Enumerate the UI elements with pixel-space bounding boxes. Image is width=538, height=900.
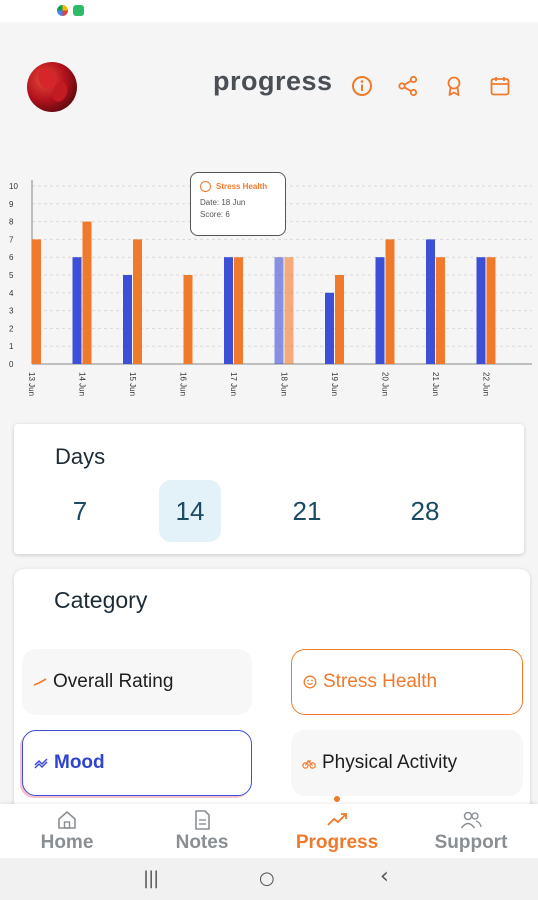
bar-orange (32, 239, 41, 364)
category-mood[interactable]: Mood (22, 730, 252, 796)
category-physical-activity[interactable]: Physical Activity (291, 730, 523, 796)
nav-label: Support (434, 832, 508, 853)
category-label: Physical Activity (322, 752, 458, 773)
category-label: Overall Rating (53, 671, 174, 692)
y-tick-label: 4 (9, 289, 14, 298)
x-tick-label: 21 Jun (431, 372, 440, 396)
app-screen: progress 0 1 2 3 4 5 6 7 8 9 10 13 Jun 14 Jun 15 Jun 1… (0, 22, 538, 804)
bar-orange (284, 257, 294, 364)
x-tick-label: 18 Jun (280, 372, 289, 396)
home-icon (58, 811, 76, 829)
people-icon (460, 811, 482, 829)
calendar-icon[interactable] (489, 75, 511, 97)
x-tick-label: 15 Jun (128, 372, 137, 396)
category-overall-rating[interactable]: Overall Rating (22, 649, 252, 715)
y-tick-label: 3 (9, 307, 14, 316)
trending-icon (327, 813, 347, 826)
system-nav-bar: ||| ○ ‹ (0, 858, 538, 900)
nav-progress[interactable]: Progress (270, 810, 404, 854)
x-tick-label: 16 Jun (179, 372, 188, 396)
bar-orange (436, 257, 445, 364)
info-icon[interactable] (351, 75, 373, 97)
bar-orange (486, 257, 496, 364)
progress-chart: 0 1 2 3 4 5 6 7 8 9 10 13 Jun 14 Jun 15 Jun 16 Jun 17 J… (0, 150, 538, 400)
category-stress-health[interactable]: Stress Health (291, 649, 523, 715)
nav-label: Progress (295, 832, 379, 853)
bar-blue (274, 257, 284, 364)
chart-tooltip: Stress Health Date: 18 Jun Score: 6 (190, 172, 286, 236)
tooltip-date: Date: 18 Jun (200, 198, 246, 207)
y-tick-label: 8 (9, 218, 14, 227)
nav-label: Notes (175, 832, 229, 853)
y-tick-label: 0 (9, 360, 14, 369)
x-tick-label: 13 Jun (27, 372, 36, 396)
status-bar (0, 0, 538, 22)
rating-icon (33, 678, 47, 686)
bar-orange (385, 239, 395, 364)
bar-orange (234, 257, 243, 364)
bar-orange (335, 275, 344, 364)
day-option-7[interactable]: 7 (72, 496, 88, 526)
bar-orange (82, 221, 92, 364)
bar-blue (123, 275, 132, 364)
x-tick-label: 20 Jun (381, 372, 390, 396)
bar-blue (426, 239, 435, 364)
day-option-28[interactable]: 28 (410, 496, 440, 526)
active-indicator (334, 796, 340, 802)
bar-orange (183, 275, 193, 364)
avatar[interactable] (27, 62, 77, 112)
x-tick-label: 17 Jun (229, 372, 238, 396)
bottom-nav: Home Notes Progress Support (0, 804, 538, 858)
nav-notes[interactable]: Notes (135, 810, 269, 854)
bar-blue (476, 257, 486, 364)
days-title: Days (55, 444, 106, 469)
system-back-button[interactable]: ‹ (380, 864, 389, 889)
category-title: Category (54, 587, 148, 613)
smile-icon (303, 675, 317, 689)
day-option-21[interactable]: 21 (292, 496, 322, 526)
y-tick-label: 1 (9, 342, 14, 351)
nav-label: Home (40, 832, 94, 853)
bike-icon (302, 760, 316, 769)
category-label: Stress Health (323, 671, 438, 692)
bar-blue (375, 257, 385, 364)
y-tick-label: 6 (9, 253, 14, 262)
chart-svg: 0 1 2 3 4 5 6 7 8 9 10 13 Jun 14 Jun 15 Jun 16 Jun 17 J… (9, 180, 532, 396)
y-tick-label: 10 (9, 182, 18, 191)
category-card: Category Overall Rating Stress Health Mo… (14, 569, 530, 804)
bar-blue (325, 292, 334, 364)
x-tick-label: 19 Jun (330, 372, 339, 396)
bar-blue (72, 257, 82, 364)
smile-icon (200, 181, 211, 192)
y-tick-label: 2 (9, 324, 14, 333)
nav-home[interactable]: Home (0, 810, 134, 854)
notification-icon (57, 5, 68, 16)
app-notification-icon (73, 5, 84, 16)
tooltip-score: Score: 6 (200, 210, 230, 219)
y-tick-label: 9 (9, 200, 14, 209)
category-label: Mood (54, 752, 105, 773)
tooltip-title: Stress Health (216, 182, 268, 191)
recents-button[interactable]: ||| (143, 868, 159, 889)
share-icon[interactable] (397, 75, 419, 97)
page-title: progress (213, 66, 333, 96)
system-home-button[interactable]: ○ (259, 868, 275, 889)
y-tick-label: 7 (9, 235, 14, 244)
x-tick-label: 14 Jun (78, 372, 87, 396)
bar-blue (224, 257, 233, 364)
notes-icon (195, 810, 210, 830)
days-card: Days 7 14 21 28 (14, 424, 524, 554)
bar-orange (133, 239, 142, 364)
nav-support[interactable]: Support (404, 810, 538, 854)
day-option-14[interactable]: 14 (159, 480, 221, 542)
y-tick-label: 5 (9, 271, 14, 280)
mood-icon (34, 758, 48, 769)
x-tick-label: 22 Jun (482, 372, 491, 396)
award-icon[interactable] (443, 75, 465, 97)
